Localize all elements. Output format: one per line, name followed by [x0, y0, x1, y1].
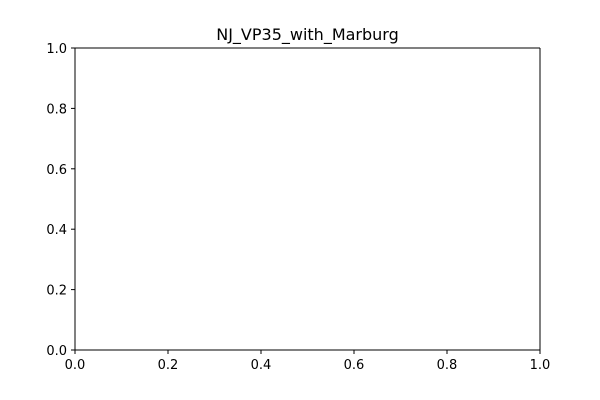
y-tick-label: 1.0 — [46, 42, 67, 57]
y-tick-label: 0.2 — [46, 284, 67, 299]
x-axis: 0.0 0.2 0.4 0.6 0.8 1.0 — [65, 350, 551, 373]
plot-area — [75, 48, 540, 350]
y-tick-label: 0.8 — [46, 102, 67, 117]
x-tick-label: 0.0 — [65, 358, 86, 373]
chart-title: NJ_VP35_with_Marburg — [216, 25, 399, 45]
x-tick-label: 0.2 — [158, 358, 179, 373]
y-axis: 0.0 0.2 0.4 0.6 0.8 1.0 — [46, 42, 75, 359]
x-tick-label: 0.6 — [344, 358, 365, 373]
x-tick-label: 0.4 — [251, 358, 272, 373]
y-tick-label: 0.6 — [46, 163, 67, 178]
y-tick-label: 0.4 — [46, 223, 67, 238]
x-tick-label: 0.8 — [437, 358, 458, 373]
x-tick-label: 1.0 — [530, 358, 551, 373]
y-tick-label: 0.0 — [46, 344, 67, 359]
